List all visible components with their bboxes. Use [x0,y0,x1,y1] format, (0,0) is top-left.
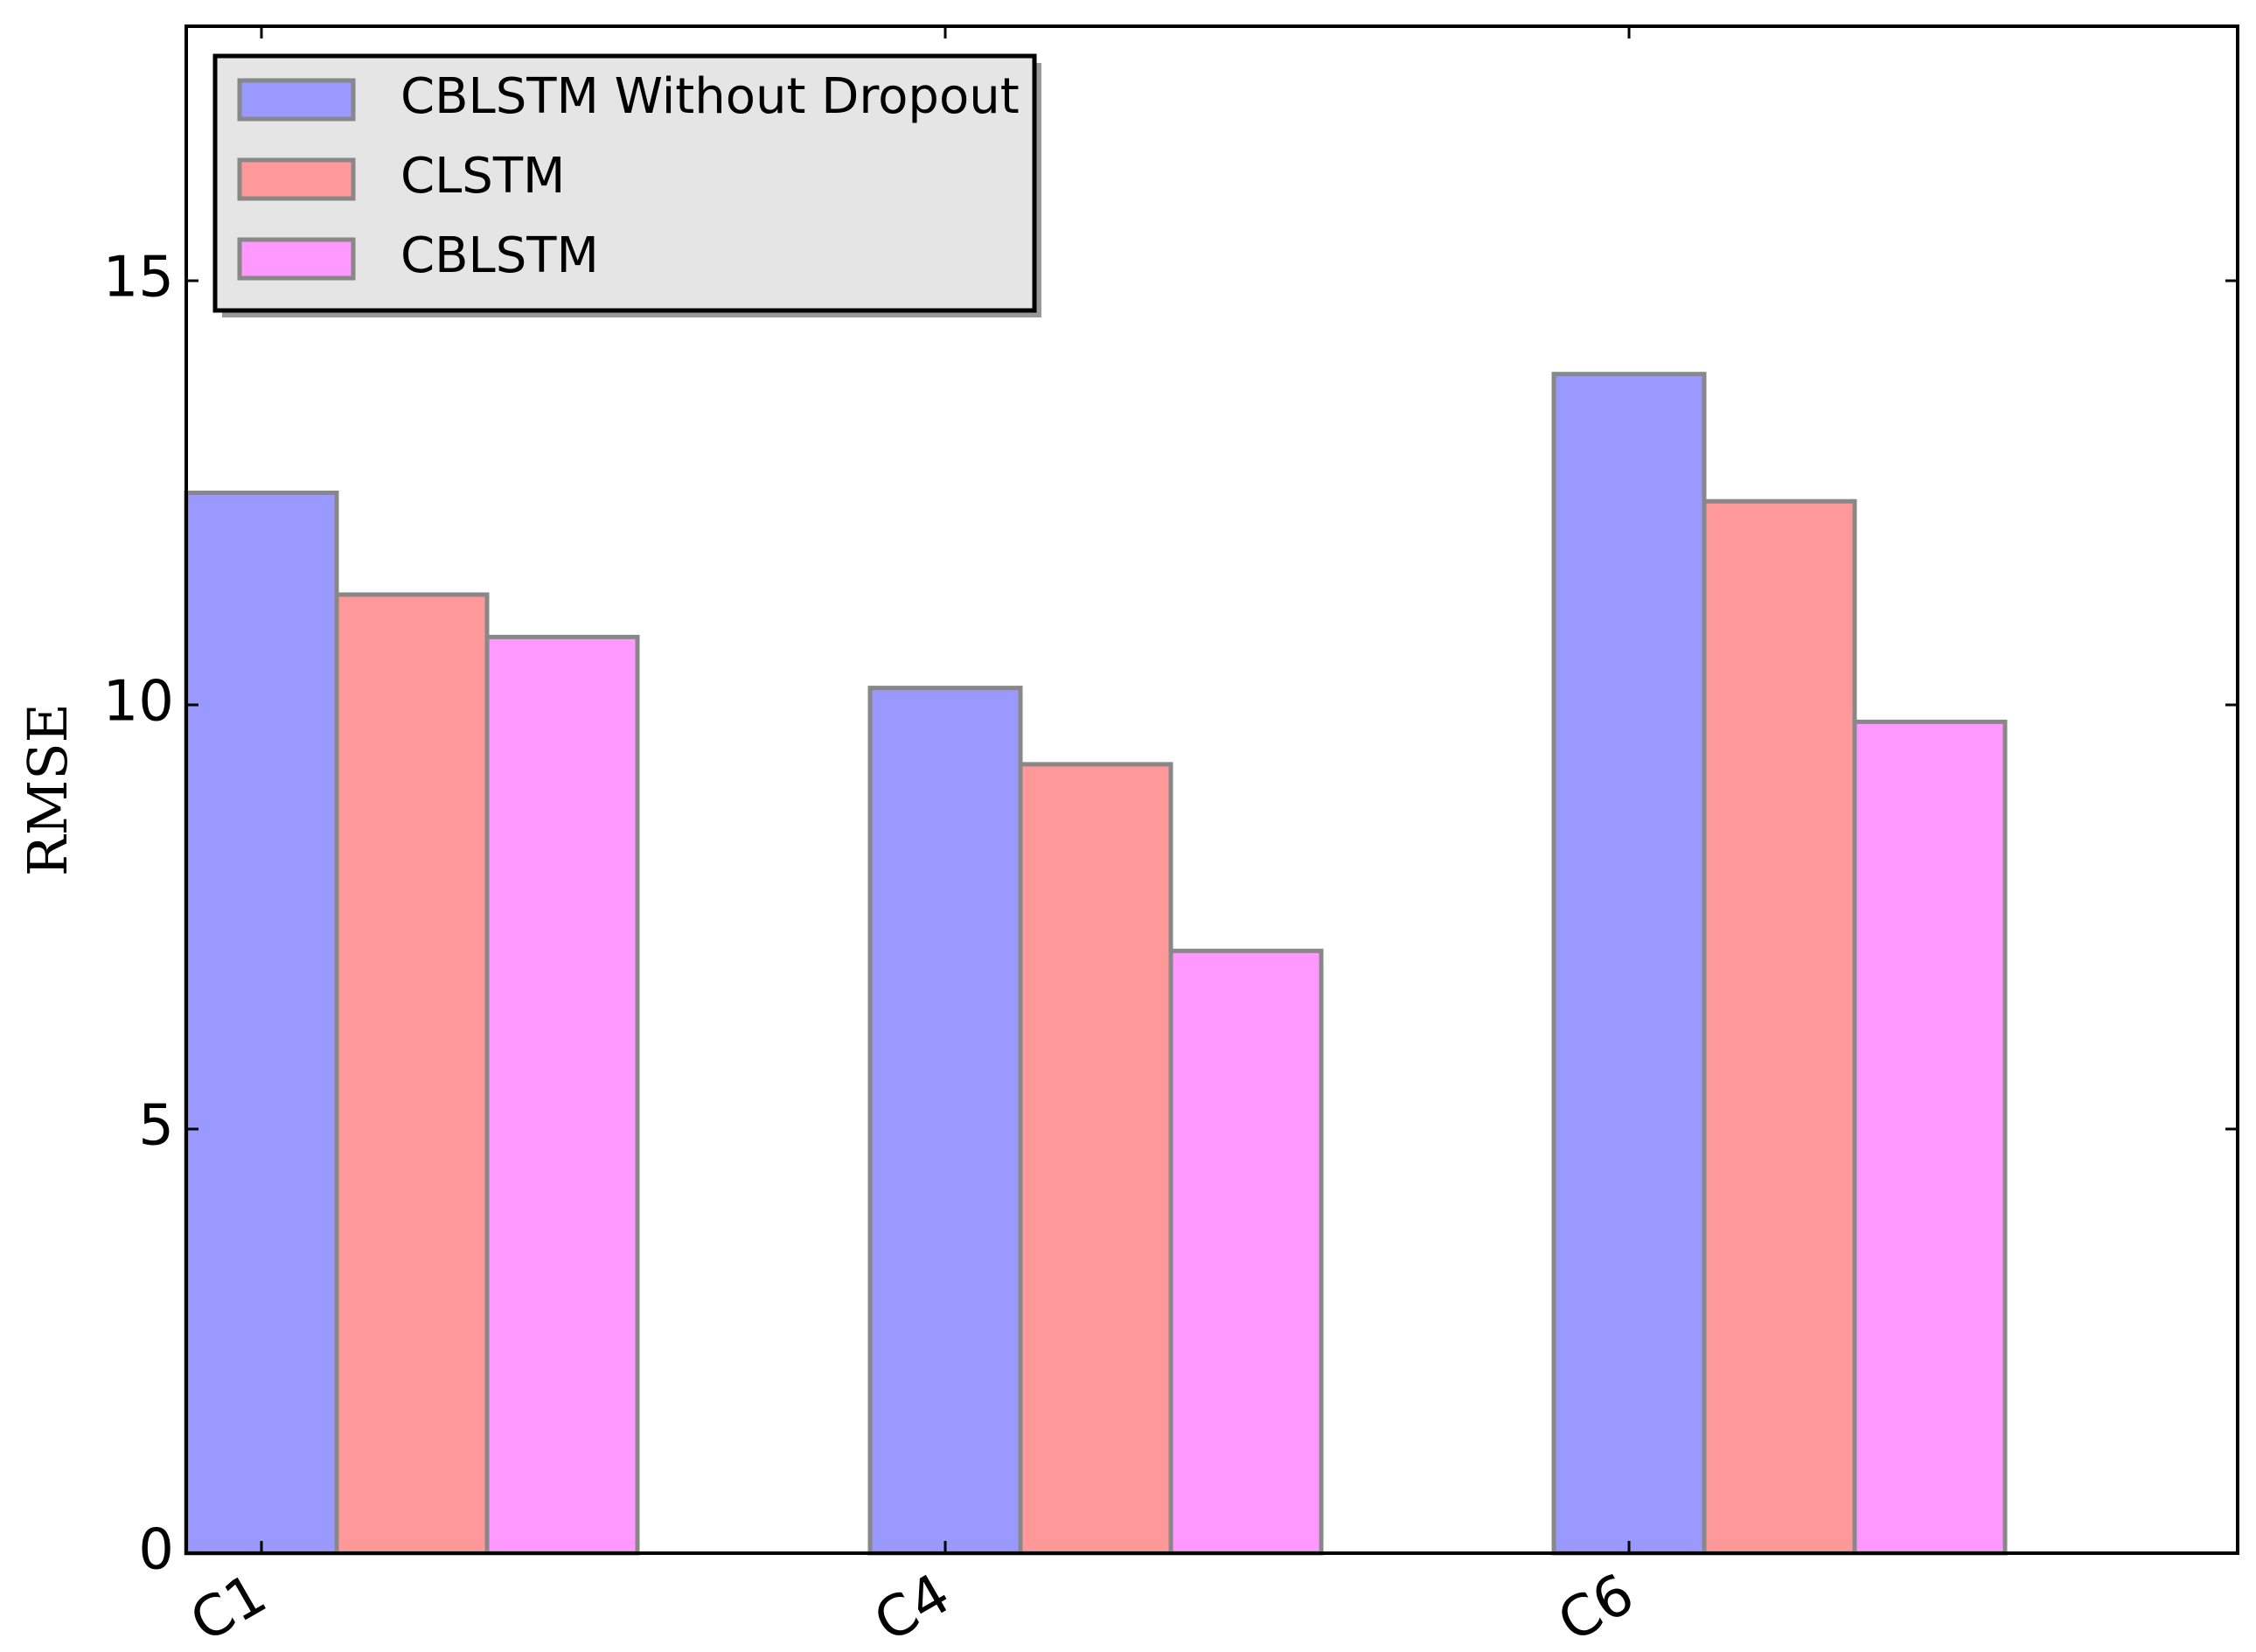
legend-label: CBLSTM [400,227,599,284]
x-tick-label: C6 [1548,1562,1645,1652]
bar [867,686,1023,1556]
bar [1018,762,1173,1556]
legend-label: CLSTM [400,148,565,205]
x-tick-label: C1 [180,1562,277,1652]
y-tick-label: 15 [103,246,174,310]
y-tick-label: 0 [138,1518,174,1583]
y-tick-label: 5 [138,1094,174,1159]
bar [1852,719,2008,1556]
bar [1702,498,1857,1556]
bar [484,634,640,1556]
bar [1168,948,1324,1556]
legend-swatch [237,157,356,201]
legend-swatch [237,78,356,122]
x-tick-label: C4 [864,1562,961,1652]
legend-swatch [237,237,356,281]
y-axis-label: RMSE [16,703,80,876]
bar [1551,372,1707,1556]
y-tick-label: 10 [103,670,174,735]
plot-frame [185,24,2239,1555]
bar [184,491,339,1556]
bar [334,592,490,1556]
legend-label: CBLSTM Without Dropout [400,68,1020,125]
legend: CBLSTM Without Dropout CLSTM CBLSTM [212,53,1041,317]
